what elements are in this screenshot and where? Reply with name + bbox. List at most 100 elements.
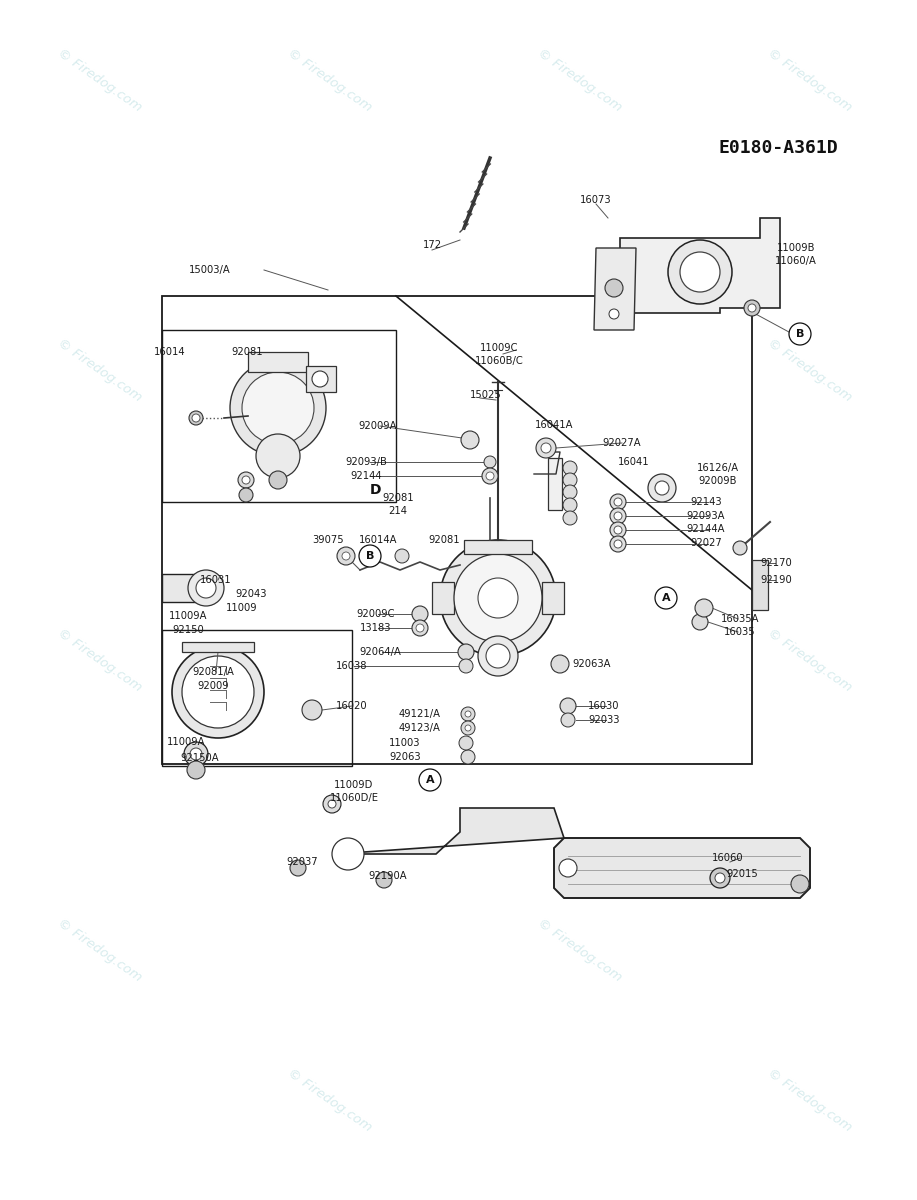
Text: 49123/A: 49123/A (399, 722, 441, 733)
Circle shape (465, 725, 471, 731)
Text: B: B (796, 329, 804, 338)
Text: 92190: 92190 (760, 575, 792, 584)
Text: 92063: 92063 (389, 752, 421, 762)
Circle shape (789, 323, 811, 346)
Text: 16126/A: 16126/A (697, 463, 739, 473)
Circle shape (188, 570, 224, 606)
Circle shape (242, 476, 250, 484)
Text: 92015: 92015 (726, 869, 757, 878)
Text: 39075: 39075 (312, 535, 344, 545)
Text: 92009C: 92009C (357, 608, 395, 619)
Bar (182, 642, 254, 652)
Circle shape (561, 713, 575, 727)
Text: 172: 172 (423, 240, 442, 250)
Circle shape (655, 481, 669, 494)
Text: E0180-A361D: E0180-A361D (718, 139, 838, 157)
Circle shape (610, 494, 626, 510)
Circle shape (269, 470, 287, 490)
Text: 16073: 16073 (580, 194, 612, 205)
Circle shape (695, 599, 713, 617)
Circle shape (605, 278, 623, 296)
Circle shape (189, 410, 203, 425)
Circle shape (465, 710, 471, 716)
Circle shape (172, 646, 264, 738)
Circle shape (563, 498, 577, 512)
Circle shape (614, 512, 622, 520)
Circle shape (563, 473, 577, 487)
Circle shape (395, 550, 409, 563)
Circle shape (692, 614, 708, 630)
Text: © Firedog.com: © Firedog.com (55, 46, 145, 114)
Text: 16060: 16060 (713, 853, 744, 863)
Polygon shape (620, 218, 780, 313)
Text: 16031: 16031 (200, 575, 232, 584)
Text: 16035: 16035 (724, 626, 756, 637)
Circle shape (733, 541, 747, 554)
Circle shape (614, 498, 622, 506)
Circle shape (715, 874, 725, 883)
Circle shape (791, 875, 809, 893)
Circle shape (710, 868, 730, 888)
Text: 92009A: 92009A (359, 421, 397, 431)
Circle shape (484, 456, 496, 468)
Text: 16020: 16020 (337, 701, 368, 710)
Text: © Firedog.com: © Firedog.com (536, 46, 624, 114)
Circle shape (454, 554, 542, 642)
Circle shape (182, 656, 254, 728)
Text: © Firedog.com: © Firedog.com (55, 916, 145, 984)
Circle shape (412, 620, 428, 636)
Bar (248, 352, 308, 372)
Circle shape (187, 761, 205, 779)
Text: 92043: 92043 (236, 589, 267, 599)
Polygon shape (594, 248, 636, 330)
Circle shape (744, 300, 760, 316)
Circle shape (290, 860, 306, 876)
Bar (542, 582, 564, 614)
Text: D: D (370, 482, 381, 497)
Text: 92063A: 92063A (573, 659, 612, 670)
Circle shape (376, 872, 392, 888)
Text: © Firedog.com: © Firedog.com (55, 336, 145, 404)
Circle shape (478, 636, 518, 676)
Text: © Firedog.com: © Firedog.com (285, 1066, 374, 1134)
Text: 11060D/E: 11060D/E (329, 793, 379, 803)
Circle shape (680, 252, 720, 292)
Circle shape (563, 485, 577, 499)
Text: A: A (425, 775, 435, 785)
Circle shape (610, 508, 626, 524)
Circle shape (486, 644, 510, 668)
Circle shape (332, 838, 364, 870)
Text: 11009A: 11009A (169, 611, 207, 622)
Circle shape (359, 545, 381, 566)
Bar (464, 540, 532, 554)
Text: 92037: 92037 (286, 857, 318, 866)
Text: 92009B: 92009B (699, 476, 737, 486)
Circle shape (190, 748, 202, 760)
Text: 92144A: 92144A (687, 524, 725, 534)
Text: 49121/A: 49121/A (399, 709, 441, 719)
Text: © Firedog.com: © Firedog.com (766, 336, 855, 404)
Circle shape (563, 461, 577, 475)
Circle shape (238, 472, 254, 488)
Bar (752, 560, 768, 610)
Polygon shape (336, 808, 564, 854)
Circle shape (196, 578, 216, 598)
Circle shape (256, 434, 300, 478)
Bar (548, 458, 562, 510)
Circle shape (610, 536, 626, 552)
Text: 11009A: 11009A (167, 737, 205, 746)
Bar (306, 366, 336, 392)
Text: 11009: 11009 (226, 602, 258, 613)
Text: 15025: 15025 (470, 390, 502, 400)
Circle shape (614, 540, 622, 548)
Text: 92081: 92081 (382, 493, 414, 503)
Bar (432, 582, 454, 614)
Text: 92009: 92009 (197, 680, 229, 691)
Text: 92081: 92081 (428, 535, 459, 545)
Text: 92150: 92150 (172, 625, 204, 635)
Circle shape (541, 443, 551, 452)
Circle shape (486, 472, 494, 480)
Text: 92027: 92027 (691, 538, 722, 548)
Text: 11009D: 11009D (335, 780, 374, 790)
Circle shape (323, 794, 341, 814)
